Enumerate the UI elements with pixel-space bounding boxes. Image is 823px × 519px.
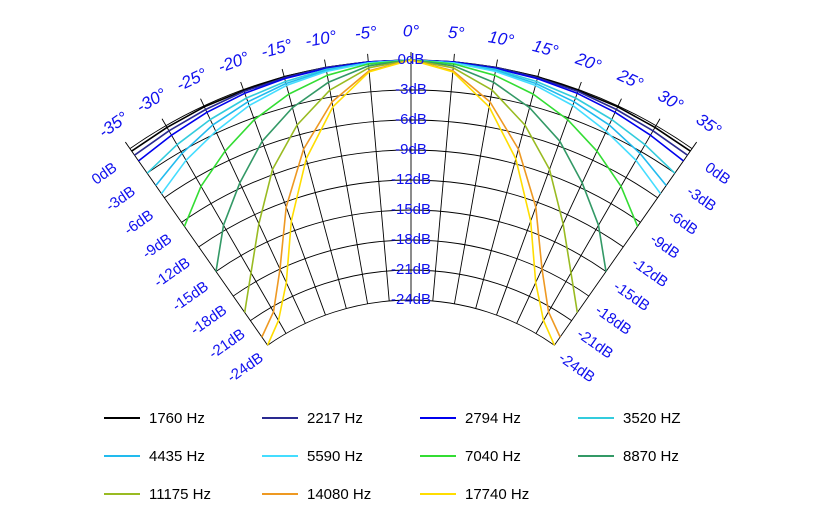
angle-tick-label: 20° bbox=[572, 49, 604, 76]
radial-tick-label-center: -18dB bbox=[391, 231, 431, 248]
legend-label: 7040 Hz bbox=[465, 447, 521, 465]
legend-label: 1760 Hz bbox=[149, 409, 205, 427]
series-lines bbox=[131, 59, 691, 346]
legend-item: 11175 Hz bbox=[104, 484, 211, 504]
legend-swatch bbox=[420, 493, 456, 495]
angle-tick-label: -10° bbox=[304, 27, 338, 51]
grid-spoke-10 bbox=[475, 68, 541, 309]
legend-item: 8870 Hz bbox=[578, 446, 679, 466]
radial-tick-label-right: -24dB bbox=[555, 349, 598, 386]
radial-tick-label-left: -9dB bbox=[139, 230, 175, 262]
angle-tick-label: 30° bbox=[655, 86, 687, 115]
radial-tick-label-left: -21dB bbox=[206, 326, 249, 363]
radial-tick-label-right: -12dB bbox=[629, 254, 672, 291]
grid-arc-8 bbox=[267, 299, 555, 346]
angle-tick-label: 15° bbox=[530, 36, 560, 61]
radial-tick-label-center: -3dB bbox=[395, 81, 427, 98]
radial-tick-label-left: -18dB bbox=[188, 302, 231, 339]
angle-tick-label: -30° bbox=[133, 84, 170, 116]
radial-tick-label-left: -15dB bbox=[169, 278, 212, 315]
grid-spoke-12 bbox=[516, 98, 622, 324]
angle-tick-label: 35° bbox=[693, 110, 725, 140]
legend-label: 17740 Hz bbox=[465, 485, 530, 503]
radial-tick-label-center: -6dB bbox=[395, 111, 427, 128]
radial-tick-label-center: -21dB bbox=[391, 261, 431, 278]
legend-label: 2794 Hz bbox=[465, 409, 521, 427]
legend-item: 7040 Hz bbox=[420, 446, 521, 466]
legend-swatch bbox=[104, 493, 140, 495]
grid-spoke-5 bbox=[324, 59, 369, 304]
legend-item: 3520 HZ bbox=[578, 408, 681, 428]
legend-label: 5590 Hz bbox=[307, 447, 363, 465]
angle-tick-label: 10° bbox=[487, 27, 516, 50]
legend-swatch bbox=[578, 455, 614, 457]
grid-spoke-11 bbox=[496, 81, 582, 316]
grid-spoke-8 bbox=[432, 53, 455, 301]
angle-tick-label: 0° bbox=[403, 21, 419, 40]
radial-tick-label-center: -24dB bbox=[391, 291, 431, 308]
legend-label: 2217 Hz bbox=[307, 409, 363, 427]
angle-tick-label: -25° bbox=[173, 64, 210, 95]
radial-tick-label-right: -6dB bbox=[665, 207, 701, 239]
radial-tick-label-right: -15dB bbox=[610, 278, 653, 315]
legend-item: 2794 Hz bbox=[420, 408, 521, 428]
radial-tick-label-left: -12dB bbox=[151, 254, 194, 291]
angle-tick-label: 5° bbox=[447, 23, 465, 43]
legend-label: 11175 Hz bbox=[149, 485, 211, 503]
angle-tick-label: -20° bbox=[215, 48, 251, 77]
legend-swatch bbox=[262, 417, 298, 419]
angle-tick-label: -15° bbox=[259, 35, 294, 62]
legend-item: 14080 Hz bbox=[262, 484, 371, 504]
legend-swatch bbox=[420, 417, 456, 419]
legend-item: 17740 Hz bbox=[420, 484, 529, 504]
grid-spoke-9 bbox=[453, 59, 498, 304]
polar-grid bbox=[124, 52, 698, 346]
radial-tick-label-right: -18dB bbox=[592, 302, 635, 339]
radial-tick-label-right: 0dB bbox=[702, 159, 734, 188]
legend-label: 3520 HZ bbox=[623, 409, 681, 427]
legend-swatch bbox=[104, 455, 140, 457]
legend-swatch bbox=[262, 455, 298, 457]
legend-item: 4435 Hz bbox=[104, 446, 205, 466]
radial-tick-label-left: -6dB bbox=[121, 207, 157, 239]
radial-tick-label-right: -21dB bbox=[574, 326, 617, 363]
legend-label: 4435 Hz bbox=[149, 447, 205, 465]
angle-tick-label: -35° bbox=[95, 108, 132, 142]
legend-item: 2217 Hz bbox=[262, 408, 363, 428]
radial-tick-label-left: -24dB bbox=[224, 349, 267, 386]
legend-label: 14080 Hz bbox=[307, 485, 372, 503]
grid-spoke-14 bbox=[554, 141, 698, 346]
series-line-10 bbox=[266, 59, 556, 346]
legend-swatch bbox=[262, 493, 298, 495]
angle-tick-label: -5° bbox=[354, 23, 378, 44]
angle-tick-label: 25° bbox=[614, 65, 646, 94]
radial-tick-label-center: -9dB bbox=[395, 141, 427, 158]
grid-spoke-0 bbox=[124, 141, 268, 346]
polar-chart: -35°-30°-25°-20° -15° -10° -5° 0° 5° 10° 15° 20°… bbox=[89, 21, 734, 386]
radial-tick-label-center: -15dB bbox=[391, 201, 431, 218]
legend-item: 5590 Hz bbox=[262, 446, 363, 466]
radial-tick-label-left: -3dB bbox=[103, 183, 139, 215]
legend-item: 1760 Hz bbox=[104, 408, 205, 428]
legend-swatch bbox=[420, 455, 456, 457]
grid-spoke-4 bbox=[281, 68, 347, 309]
legend-label: 8870 Hz bbox=[623, 447, 679, 465]
radial-tick-label-center: -12dB bbox=[391, 171, 431, 188]
legend-swatch bbox=[578, 417, 614, 419]
grid-spoke-6 bbox=[367, 53, 390, 301]
radial-tick-label-left: 0dB bbox=[89, 159, 121, 188]
grid-spoke-3 bbox=[240, 81, 326, 316]
legend-swatch bbox=[104, 417, 140, 419]
radial-tick-label-center: 0dB bbox=[398, 51, 425, 68]
grid-spoke-2 bbox=[200, 98, 306, 324]
radial-tick-label-right: -9dB bbox=[647, 230, 683, 262]
radial-tick-label-right: -3dB bbox=[683, 183, 719, 215]
